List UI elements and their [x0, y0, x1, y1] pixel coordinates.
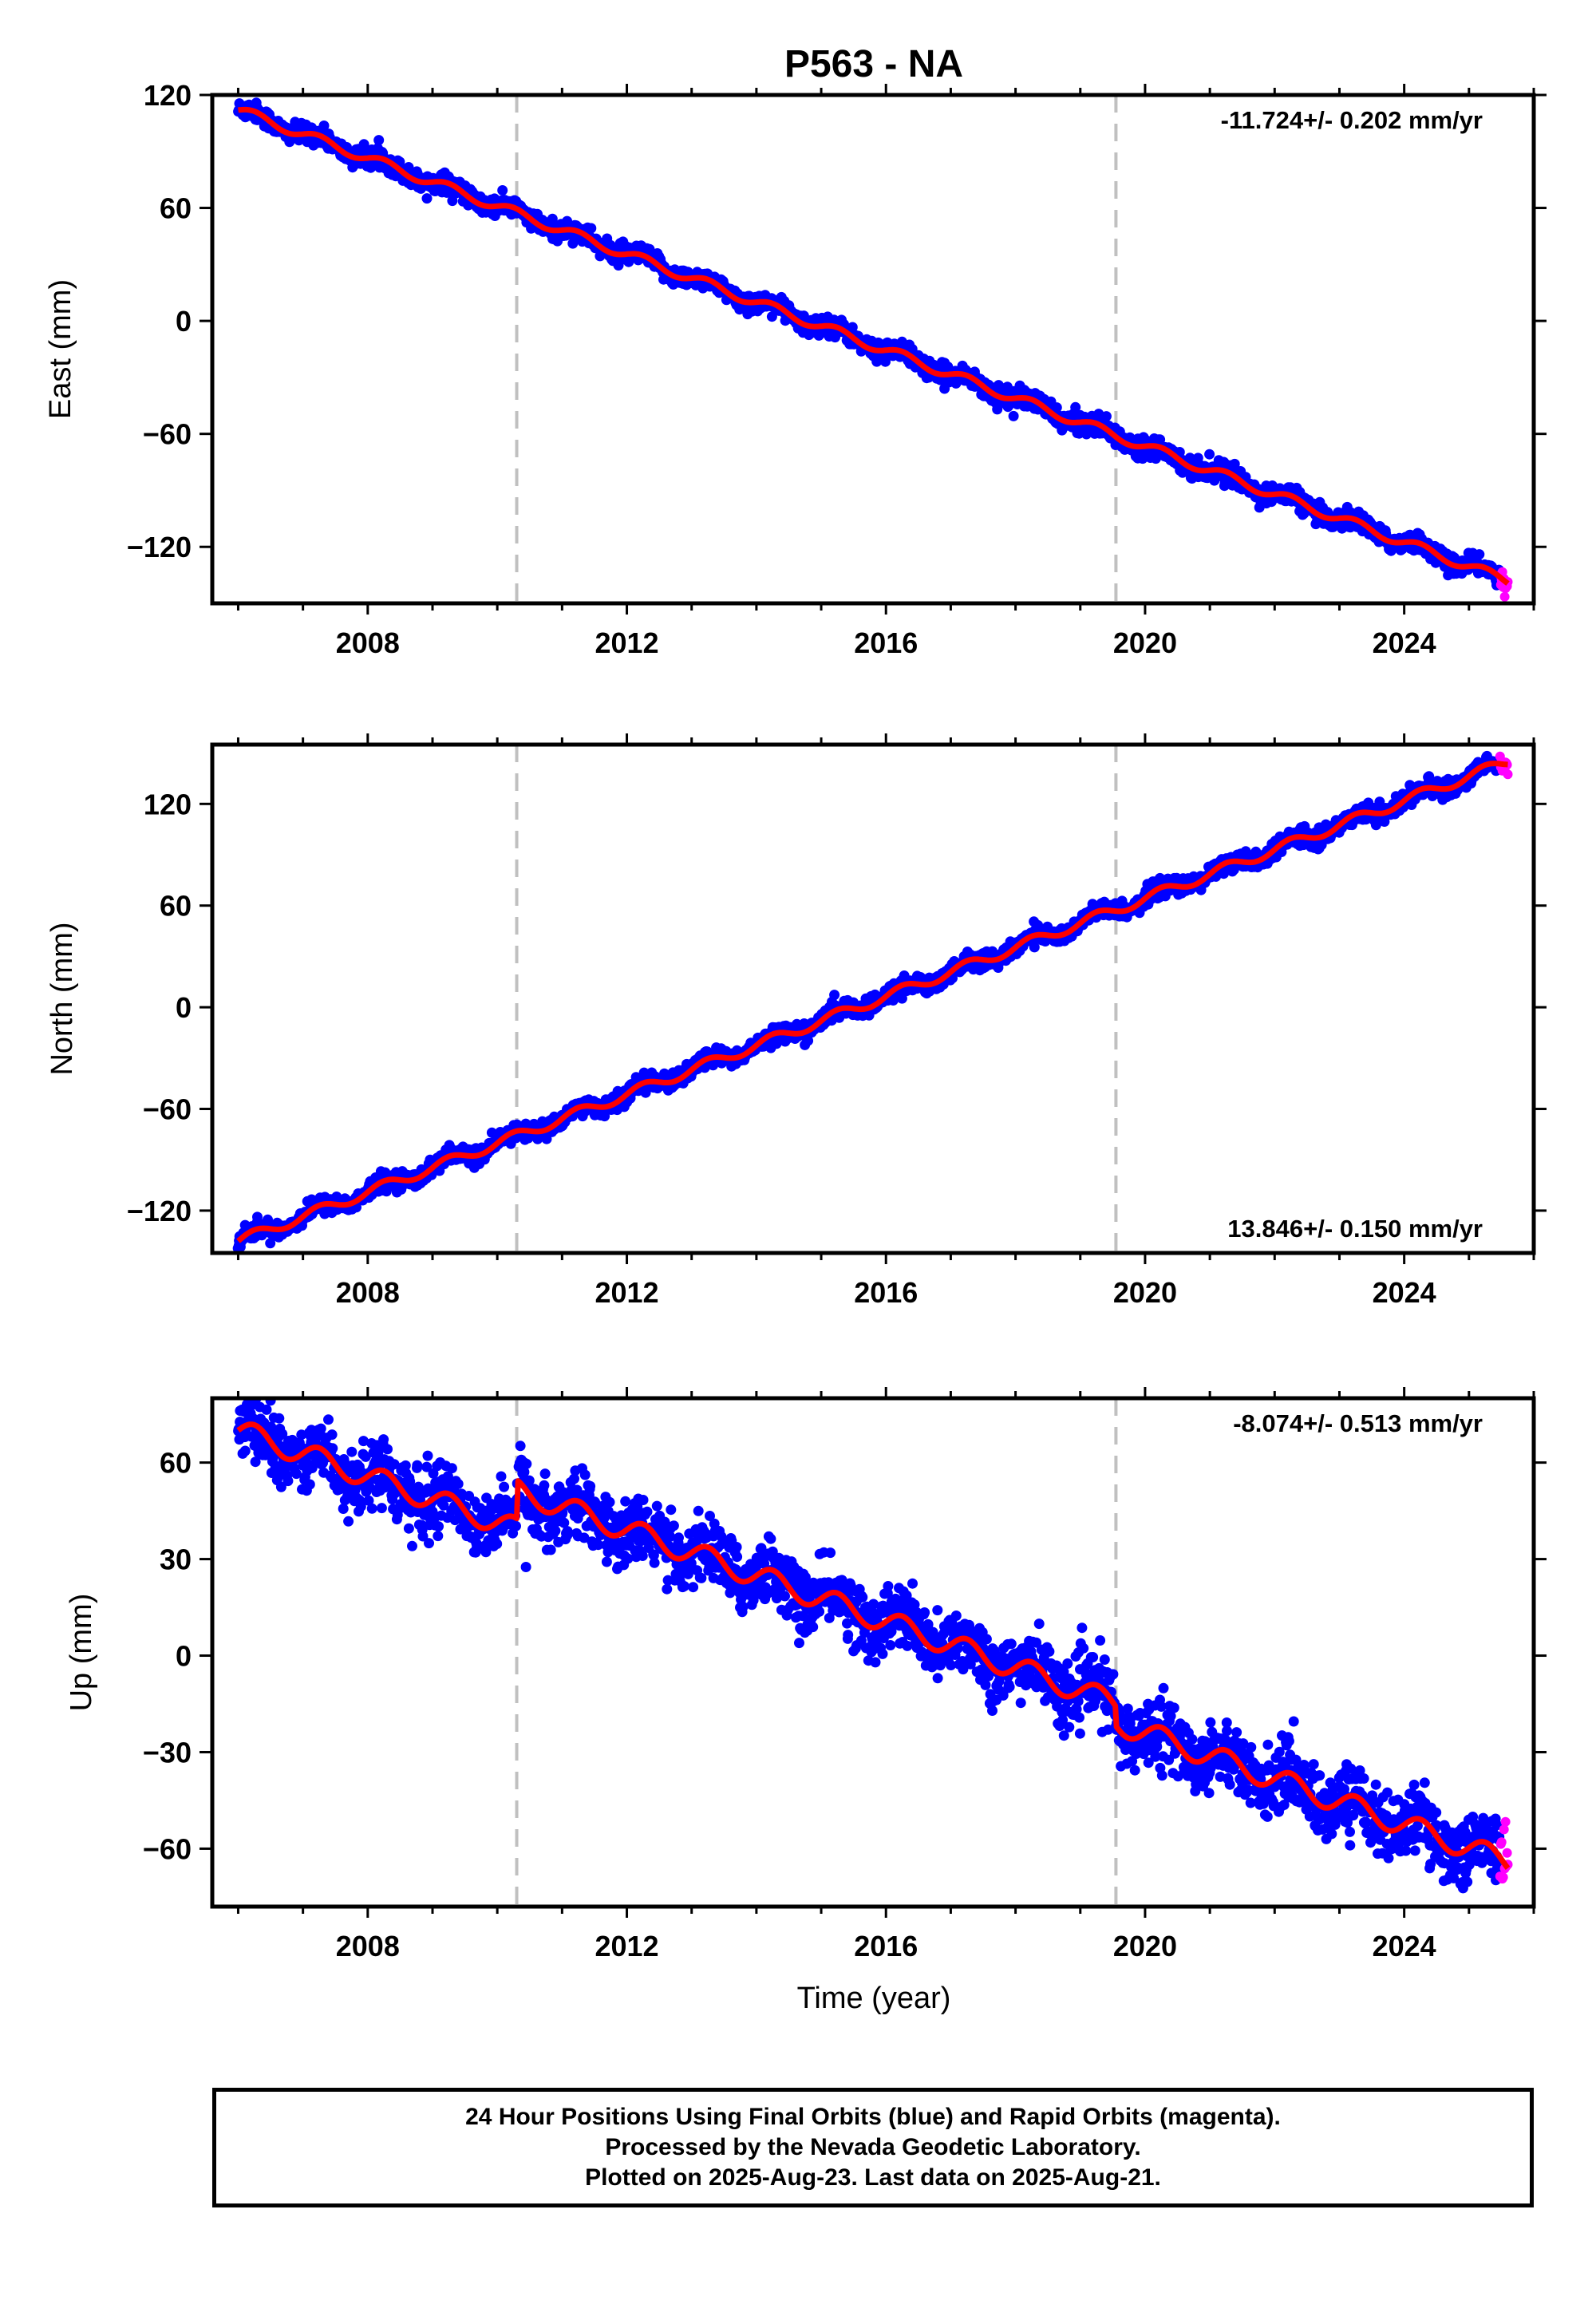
model-fit-line [236, 106, 1510, 586]
y-tick-label: −120 [127, 531, 192, 563]
data-point [1029, 942, 1040, 953]
data-point [403, 162, 414, 172]
y-tick-label: 0 [176, 991, 192, 1024]
final-orbit-points [233, 1398, 1505, 1894]
rapid-point [1503, 769, 1513, 780]
data-point [271, 1460, 282, 1472]
data-point [1051, 402, 1062, 413]
data-point [847, 322, 858, 333]
x-tick-label: 2024 [1373, 1276, 1436, 1309]
y-tick-label: 120 [144, 788, 192, 820]
data-point [290, 1468, 302, 1480]
y-tick-label: 0 [176, 305, 192, 338]
model-fit-line [236, 761, 1510, 1243]
y-tick-label: 60 [160, 192, 192, 225]
y-tick-label: 60 [160, 890, 192, 923]
data-point [275, 1481, 286, 1492]
east-panel: 120 60 0 −60 −120 2008 2012 2016 2020 2024 East (m… [44, 79, 1547, 659]
data-point [277, 1429, 288, 1440]
data-point [318, 121, 330, 131]
chart-title: P563 - NA [784, 43, 963, 85]
data-point [497, 185, 508, 196]
y-tick-label: 120 [144, 79, 192, 112]
x-tick-label: 2024 [1373, 626, 1436, 659]
data-point [261, 1404, 272, 1415]
data-point [1204, 449, 1215, 460]
data-point [766, 311, 777, 322]
x-tick-label: 2012 [595, 626, 658, 659]
data-point [250, 1456, 261, 1468]
x-tick-label: 2020 [1113, 1276, 1177, 1309]
y-tick-label: −120 [127, 1195, 192, 1227]
x-tick-label: 2016 [854, 626, 918, 659]
rapid-point [1499, 591, 1510, 602]
data-point [373, 135, 385, 146]
velocity-label: 13.846+/- 0.150 mm/yr [1227, 1215, 1483, 1243]
data-point [1474, 549, 1485, 560]
data-point [358, 139, 369, 150]
velocity-label: -11.724+/- 0.202 mm/yr [1221, 106, 1483, 134]
data-point [803, 1035, 814, 1046]
north-panel: 120 60 0 −60 −120 2008 2012 2016 2020 2024 North (… [45, 733, 1547, 1309]
data-point [586, 223, 597, 234]
data-point [239, 1445, 251, 1456]
final-orbit-points [233, 97, 1506, 591]
x-tick-label: 2008 [336, 1276, 400, 1309]
x-tick-label: 2008 [336, 626, 400, 659]
data-point [829, 990, 840, 1001]
data-point [282, 1476, 294, 1487]
data-point [304, 1479, 315, 1490]
y-axis-label: North (mm) [45, 922, 79, 1075]
x-tick-label: 2012 [595, 1276, 658, 1309]
y-tick-label: −60 [143, 1093, 192, 1126]
x-tick-label: 2020 [1113, 626, 1177, 659]
x-tick-label: 2016 [854, 1276, 918, 1309]
y-tick-label: −60 [143, 418, 192, 451]
plot-frame [210, 742, 1536, 1255]
data-point [315, 1423, 326, 1434]
data-point [1070, 401, 1081, 413]
data-point [1008, 410, 1019, 421]
y-axis-label: East (mm) [44, 279, 77, 419]
plot-frame [210, 93, 1536, 606]
data-point [274, 1413, 285, 1424]
data-point [1100, 411, 1112, 422]
data-point [992, 404, 1003, 415]
data-point [896, 993, 907, 1004]
data-point [421, 193, 433, 204]
